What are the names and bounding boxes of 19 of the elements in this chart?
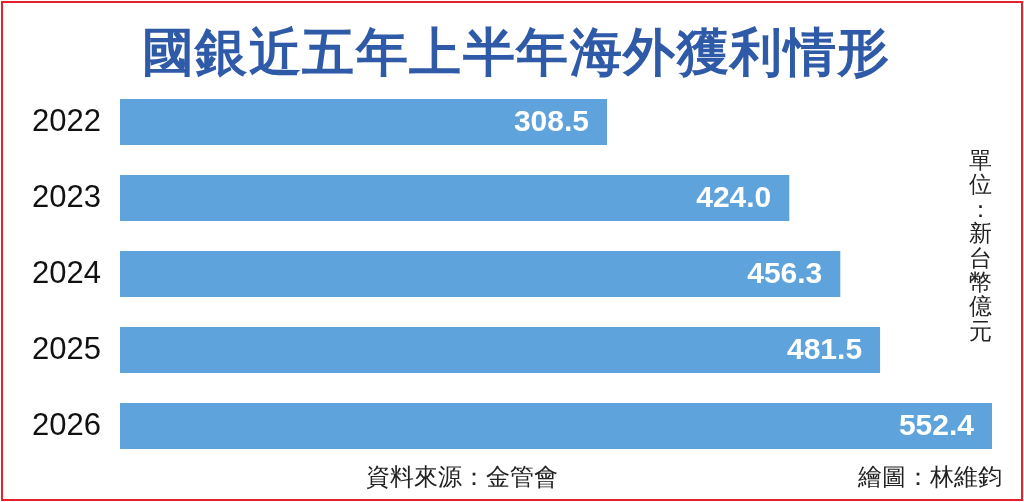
bar <box>120 403 992 449</box>
data-label: 552.4 <box>898 408 975 442</box>
bar <box>120 99 607 145</box>
chart-title: 國銀近五年上半年海外獲利情形 <box>140 22 892 82</box>
y-tick-label: 2023 <box>32 178 101 214</box>
bar <box>120 327 881 373</box>
y-tick-label: 2022 <box>32 102 101 138</box>
data-label: 481.5 <box>787 332 863 366</box>
annotation: 單位：新台幣億元 <box>968 147 993 344</box>
data-label: 456.3 <box>747 256 823 290</box>
y-tick-label: 2025 <box>32 330 101 366</box>
data-label: 424.0 <box>696 180 772 214</box>
bar <box>120 251 841 297</box>
data-label: 308.5 <box>513 104 589 138</box>
y-tick-label: 2026 <box>32 406 101 442</box>
y-tick-label: 2024 <box>32 254 101 290</box>
bar <box>120 175 790 221</box>
text: 繪圖：林維鈞 <box>858 463 1002 491</box>
source-note: 資料來源：金管會 <box>366 463 558 491</box>
